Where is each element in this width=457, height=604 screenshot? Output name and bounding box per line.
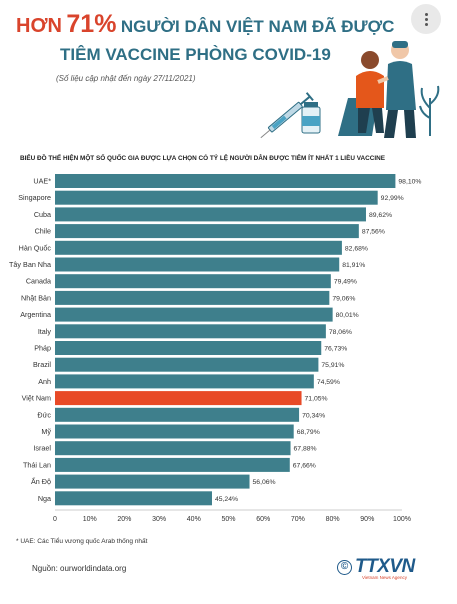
value-label: 79,49% xyxy=(334,279,357,286)
bar xyxy=(55,307,333,322)
logo-tagline: Vietnam News Agency xyxy=(362,575,407,580)
bar xyxy=(55,441,291,456)
category-label: Mỹ xyxy=(41,427,51,436)
page-title: HƠN 71% NGƯỜI DÂN VIỆT NAM ĐÃ ĐƯỢC xyxy=(16,10,394,39)
more-vertical-icon-dot xyxy=(424,23,428,26)
value-label: 56,06% xyxy=(253,479,276,486)
category-label: Cuba xyxy=(34,210,51,219)
category-label: Singapore xyxy=(18,193,51,202)
category-label: Ấn Độ xyxy=(31,476,51,486)
category-label: Tây Ban Nha xyxy=(9,260,51,269)
bar xyxy=(55,474,250,489)
category-label: Israel xyxy=(33,444,51,453)
category-label: Việt Nam xyxy=(22,394,51,403)
value-label: 76,73% xyxy=(324,346,347,353)
x-tick-label: 50% xyxy=(221,516,235,523)
source-text: Nguồn: ourworldindata.org xyxy=(32,564,127,573)
more-options-button[interactable] xyxy=(411,4,441,34)
syringe-icon xyxy=(260,92,314,139)
title-percent: 71% xyxy=(66,10,117,38)
value-label: 67,88% xyxy=(294,446,317,453)
category-label: Italy xyxy=(38,327,52,336)
copyright-icon: © xyxy=(337,559,352,575)
x-tick-label: 20% xyxy=(117,516,131,523)
category-label: Thái Lan xyxy=(23,460,51,469)
bar xyxy=(55,290,330,305)
bar xyxy=(55,324,326,339)
category-label: Canada xyxy=(26,277,51,286)
x-tick-label: 40% xyxy=(187,516,201,523)
bar xyxy=(55,341,322,355)
nurse-body xyxy=(386,61,416,110)
category-label: Brazil xyxy=(33,360,51,369)
patient-head xyxy=(361,51,379,69)
category-label: Anh xyxy=(38,377,51,386)
value-label: 82,68% xyxy=(345,245,368,252)
chart-heading: BIỂU ĐỒ THỂ HIỆN MỘT SỐ QUỐC GIA ĐƯỢC LỰ… xyxy=(20,155,386,162)
value-label: 92,99% xyxy=(381,195,404,202)
x-tick-label: 70% xyxy=(291,516,305,523)
category-label: Nhật Bản xyxy=(21,293,51,302)
value-label: 74,59% xyxy=(317,379,340,386)
bar xyxy=(55,207,366,222)
category-label: Nga xyxy=(38,494,51,503)
logo-brand: TTXVN xyxy=(355,556,415,577)
bar xyxy=(55,240,342,255)
value-label: 75,91% xyxy=(321,362,344,369)
value-label: 67,66% xyxy=(293,462,316,469)
value-label: 89,62% xyxy=(369,212,392,219)
value-label: 71,05% xyxy=(305,396,328,403)
vaccine-vial-icon xyxy=(301,102,321,134)
value-label: 80,01% xyxy=(336,312,359,319)
bar xyxy=(55,274,331,289)
x-tick-label: 0 xyxy=(53,516,57,523)
category-label: Chile xyxy=(35,227,51,236)
page-subtitle: (Số liệu cập nhật đến ngày 27/11/2021) xyxy=(56,74,196,83)
bar xyxy=(55,457,290,472)
more-vertical-icon xyxy=(424,13,428,16)
x-tick-label: 10% xyxy=(83,516,97,523)
value-label: 45,24% xyxy=(215,496,238,503)
bar xyxy=(55,190,378,205)
bar xyxy=(55,357,319,372)
footnote: * UAE: Các Tiểu vương quốc Arab thống nh… xyxy=(16,538,148,545)
value-label: 78,06% xyxy=(329,329,352,336)
value-label: 79,06% xyxy=(332,295,355,302)
vaccination-illustration xyxy=(260,41,440,139)
x-tick-label: 90% xyxy=(360,516,374,523)
value-label: 68,79% xyxy=(297,429,320,436)
title-rest: NGƯỜI DÂN VIỆT NAM ĐÃ ĐƯỢC xyxy=(120,17,395,36)
bar xyxy=(55,224,359,239)
category-label: Hàn Quốc xyxy=(19,243,52,252)
bar xyxy=(55,424,294,439)
category-label: Argentina xyxy=(20,310,51,319)
bar xyxy=(55,407,300,422)
bar xyxy=(55,257,340,272)
ttxvn-logo: © TTXVN Vietnam News Agency xyxy=(337,556,415,580)
category-label: Đức xyxy=(37,410,51,419)
more-vertical-icon-dot xyxy=(424,18,428,21)
x-tick-label: 60% xyxy=(256,516,270,523)
bar-highlight xyxy=(55,391,302,406)
x-tick-label: 100% xyxy=(393,516,411,523)
x-tick-label: 30% xyxy=(152,516,166,523)
category-label: UAE* xyxy=(33,177,51,186)
category-label: Pháp xyxy=(34,344,51,353)
bar xyxy=(55,174,396,188)
x-tick-label: 80% xyxy=(326,516,340,523)
patient-body xyxy=(356,71,384,108)
value-label: 87,56% xyxy=(362,229,385,236)
page-title-line2: TIÊM VACCINE PHÒNG COVID-19 xyxy=(60,45,331,64)
plant-shape xyxy=(419,85,440,136)
bar xyxy=(55,374,314,389)
value-label: 70,34% xyxy=(302,412,325,419)
value-label: 98,10% xyxy=(398,179,421,186)
bar xyxy=(55,491,212,506)
value-label: 81,91% xyxy=(342,262,365,269)
title-prefix: HƠN xyxy=(16,15,62,37)
